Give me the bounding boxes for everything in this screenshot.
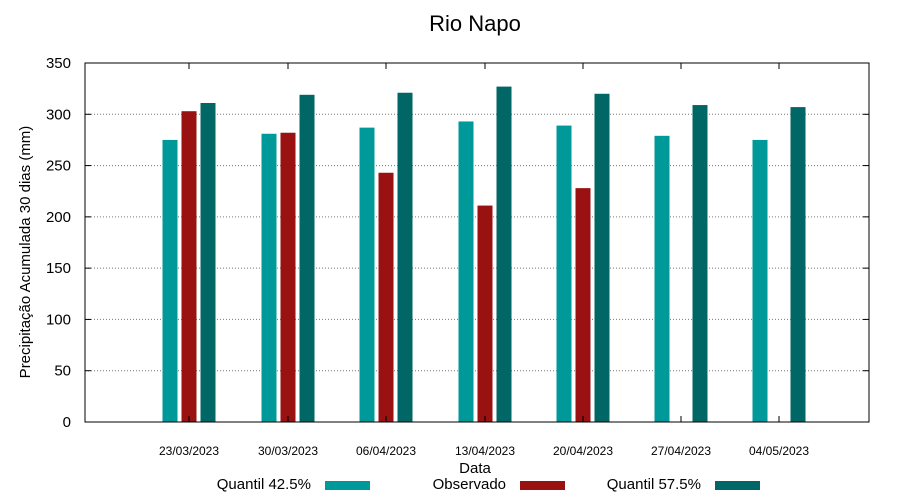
bar-quantil-57-5- [200,103,216,422]
bar-quantil-57-5- [790,107,806,422]
bar-observado [477,205,493,422]
x-tick-label: 06/04/2023 [356,444,416,458]
bar-observado [575,188,591,422]
bar-quantil-57-5- [594,93,610,423]
bar-quantil-42-5- [458,121,474,423]
x-tick-label: 04/05/2023 [749,444,809,458]
x-tick-label: 30/03/2023 [258,444,318,458]
bar-quantil-57-5- [299,94,315,422]
legend: Quantil 42.5% Observado Quantil 57.5% [217,476,760,493]
x-axis-label: Data [459,460,491,477]
y-tick-label: 200 [46,209,71,226]
y-axis: 0 50 100 150 200 250 300 350 [46,55,869,431]
x-tick-label: 23/03/2023 [159,444,219,458]
plot-frame [84,62,870,423]
bar-observado [181,111,197,423]
legend-label: Quantil 57.5% [607,476,701,493]
y-axis-label: Precipitação Acumulada 30 dias (mm) [17,126,34,379]
bar-quantil-57-5- [692,105,708,422]
legend-swatch [715,481,760,490]
chart-title: Rio Napo [429,11,521,36]
legend-swatch [520,481,565,490]
legend-label: Quantil 42.5% [217,476,311,493]
bar-quantil-42-5- [162,139,178,422]
bar-observado [280,132,296,422]
bar-quantil-42-5- [752,139,768,422]
x-tick-label: 13/04/2023 [455,444,515,458]
bar-quantil-42-5- [261,133,277,422]
legend-label: Observado [433,476,506,493]
x-tick-label: 27/04/2023 [651,444,711,458]
y-tick-label: 0 [63,414,71,431]
bar-observado [378,172,394,422]
bar-quantil-42-5- [359,127,375,423]
bar-quantil-57-5- [397,92,413,422]
bar-quantil-42-5- [556,125,572,422]
y-tick-label: 100 [46,311,71,328]
y-tick-label: 150 [46,260,71,277]
y-tick-label: 350 [46,55,71,72]
bar-quantil-57-5- [496,86,512,422]
y-tick-label: 300 [46,106,71,123]
bar-quantil-42-5- [654,135,670,422]
y-tick-label: 250 [46,158,71,175]
x-axis: 23/03/2023 30/03/2023 06/04/2023 13/04/2023… [159,63,809,458]
y-tick-label: 50 [54,363,71,380]
legend-swatch [325,481,370,490]
bars [162,86,806,423]
x-tick-label: 20/04/2023 [553,444,613,458]
